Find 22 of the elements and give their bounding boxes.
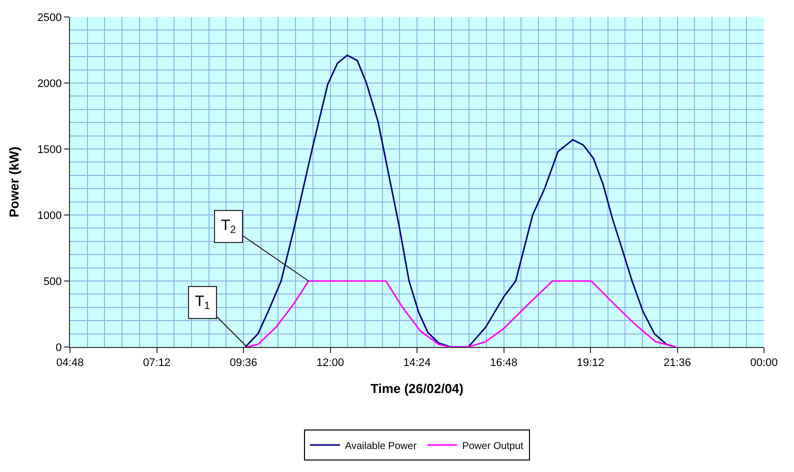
y-axis-title: Power (kW) <box>6 146 22 218</box>
y-tick-label: 2000 <box>37 78 62 90</box>
annotation: T$_{2}$ <box>221 217 236 236</box>
x-tick-label: 12:00 <box>316 357 344 370</box>
annotation: T$_{1}$ <box>195 293 210 312</box>
x-axis-title: Time (26/02/04) <box>370 380 464 396</box>
x-tick-label: 09:36 <box>230 357 258 370</box>
x-tick-label: 07:12 <box>142 357 171 370</box>
y-tick-label: 500 <box>43 276 62 288</box>
x-tick-label: 14:24 <box>403 357 431 370</box>
x-tick-label: 21:36 <box>663 357 692 370</box>
x-tick-label: 16:48 <box>490 357 518 370</box>
legend-label: Available Power <box>345 440 418 452</box>
legend-label: Power Output <box>462 440 524 452</box>
y-tick-label: 1000 <box>37 210 62 222</box>
line-series <box>246 280 677 347</box>
x-tick-label: 19:12 <box>576 357 604 370</box>
y-tick-label: 0 <box>56 342 62 354</box>
y-tick-label: 1500 <box>37 144 62 156</box>
y-tick-label: 2500 <box>37 12 62 24</box>
x-tick-label: 00:00 <box>750 357 778 370</box>
x-tick-label: 04:48 <box>56 357 84 370</box>
